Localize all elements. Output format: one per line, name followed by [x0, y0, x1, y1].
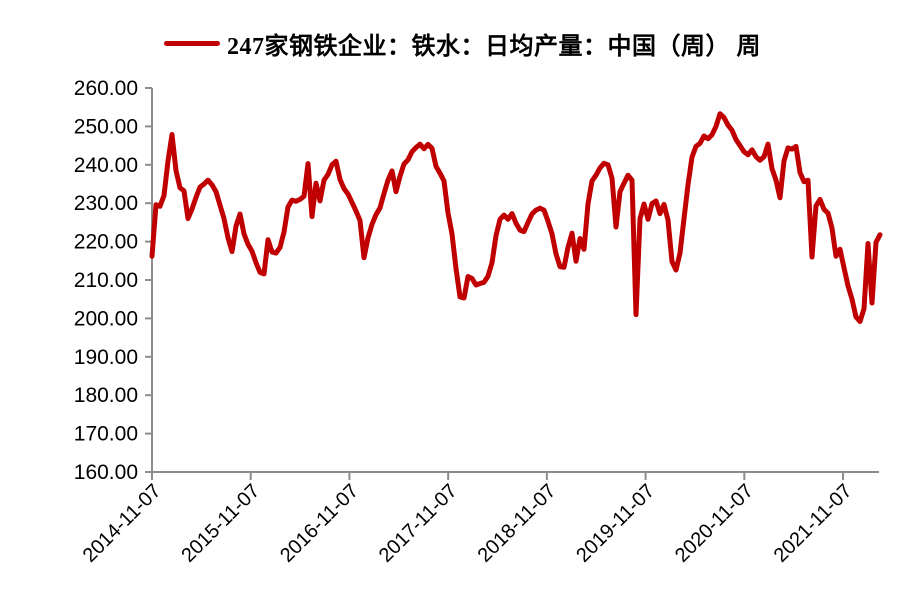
legend-label: 247家钢铁企业：铁水：日均产量：中国（周） 周 — [227, 34, 761, 60]
x-tick-label: 2015-11-07 — [177, 480, 264, 567]
y-tick-label: 200.00 — [74, 307, 138, 330]
y-tick-label: 170.00 — [74, 423, 138, 446]
y-tick-label: 250.00 — [74, 115, 138, 138]
y-tick-label: 160.00 — [74, 461, 138, 484]
y-tick-label: 260.00 — [74, 77, 138, 100]
x-tick-label: 2016-11-07 — [276, 480, 363, 567]
x-tick-label: 2019-11-07 — [572, 480, 659, 567]
legend: 247家钢铁企业：铁水：日均产量：中国（周） 周 — [164, 26, 761, 61]
x-tick-label: 2020-11-07 — [671, 480, 758, 567]
y-tick-label: 230.00 — [74, 192, 138, 215]
y-tick-label: 190.00 — [74, 346, 138, 369]
y-tick-label: 210.00 — [74, 269, 138, 292]
y-tick-label: 240.00 — [74, 154, 138, 177]
x-tick-label: 2014-11-07 — [79, 480, 166, 567]
series-line — [149, 111, 883, 324]
x-tick-label: 2018-11-07 — [474, 480, 561, 567]
x-tick-label: 2017-11-07 — [375, 480, 462, 567]
y-tick-label: 180.00 — [74, 384, 138, 407]
x-tick-label: 2021-11-07 — [770, 480, 857, 567]
legend-line-marker — [164, 41, 220, 46]
y-tick-label: 220.00 — [74, 231, 138, 254]
